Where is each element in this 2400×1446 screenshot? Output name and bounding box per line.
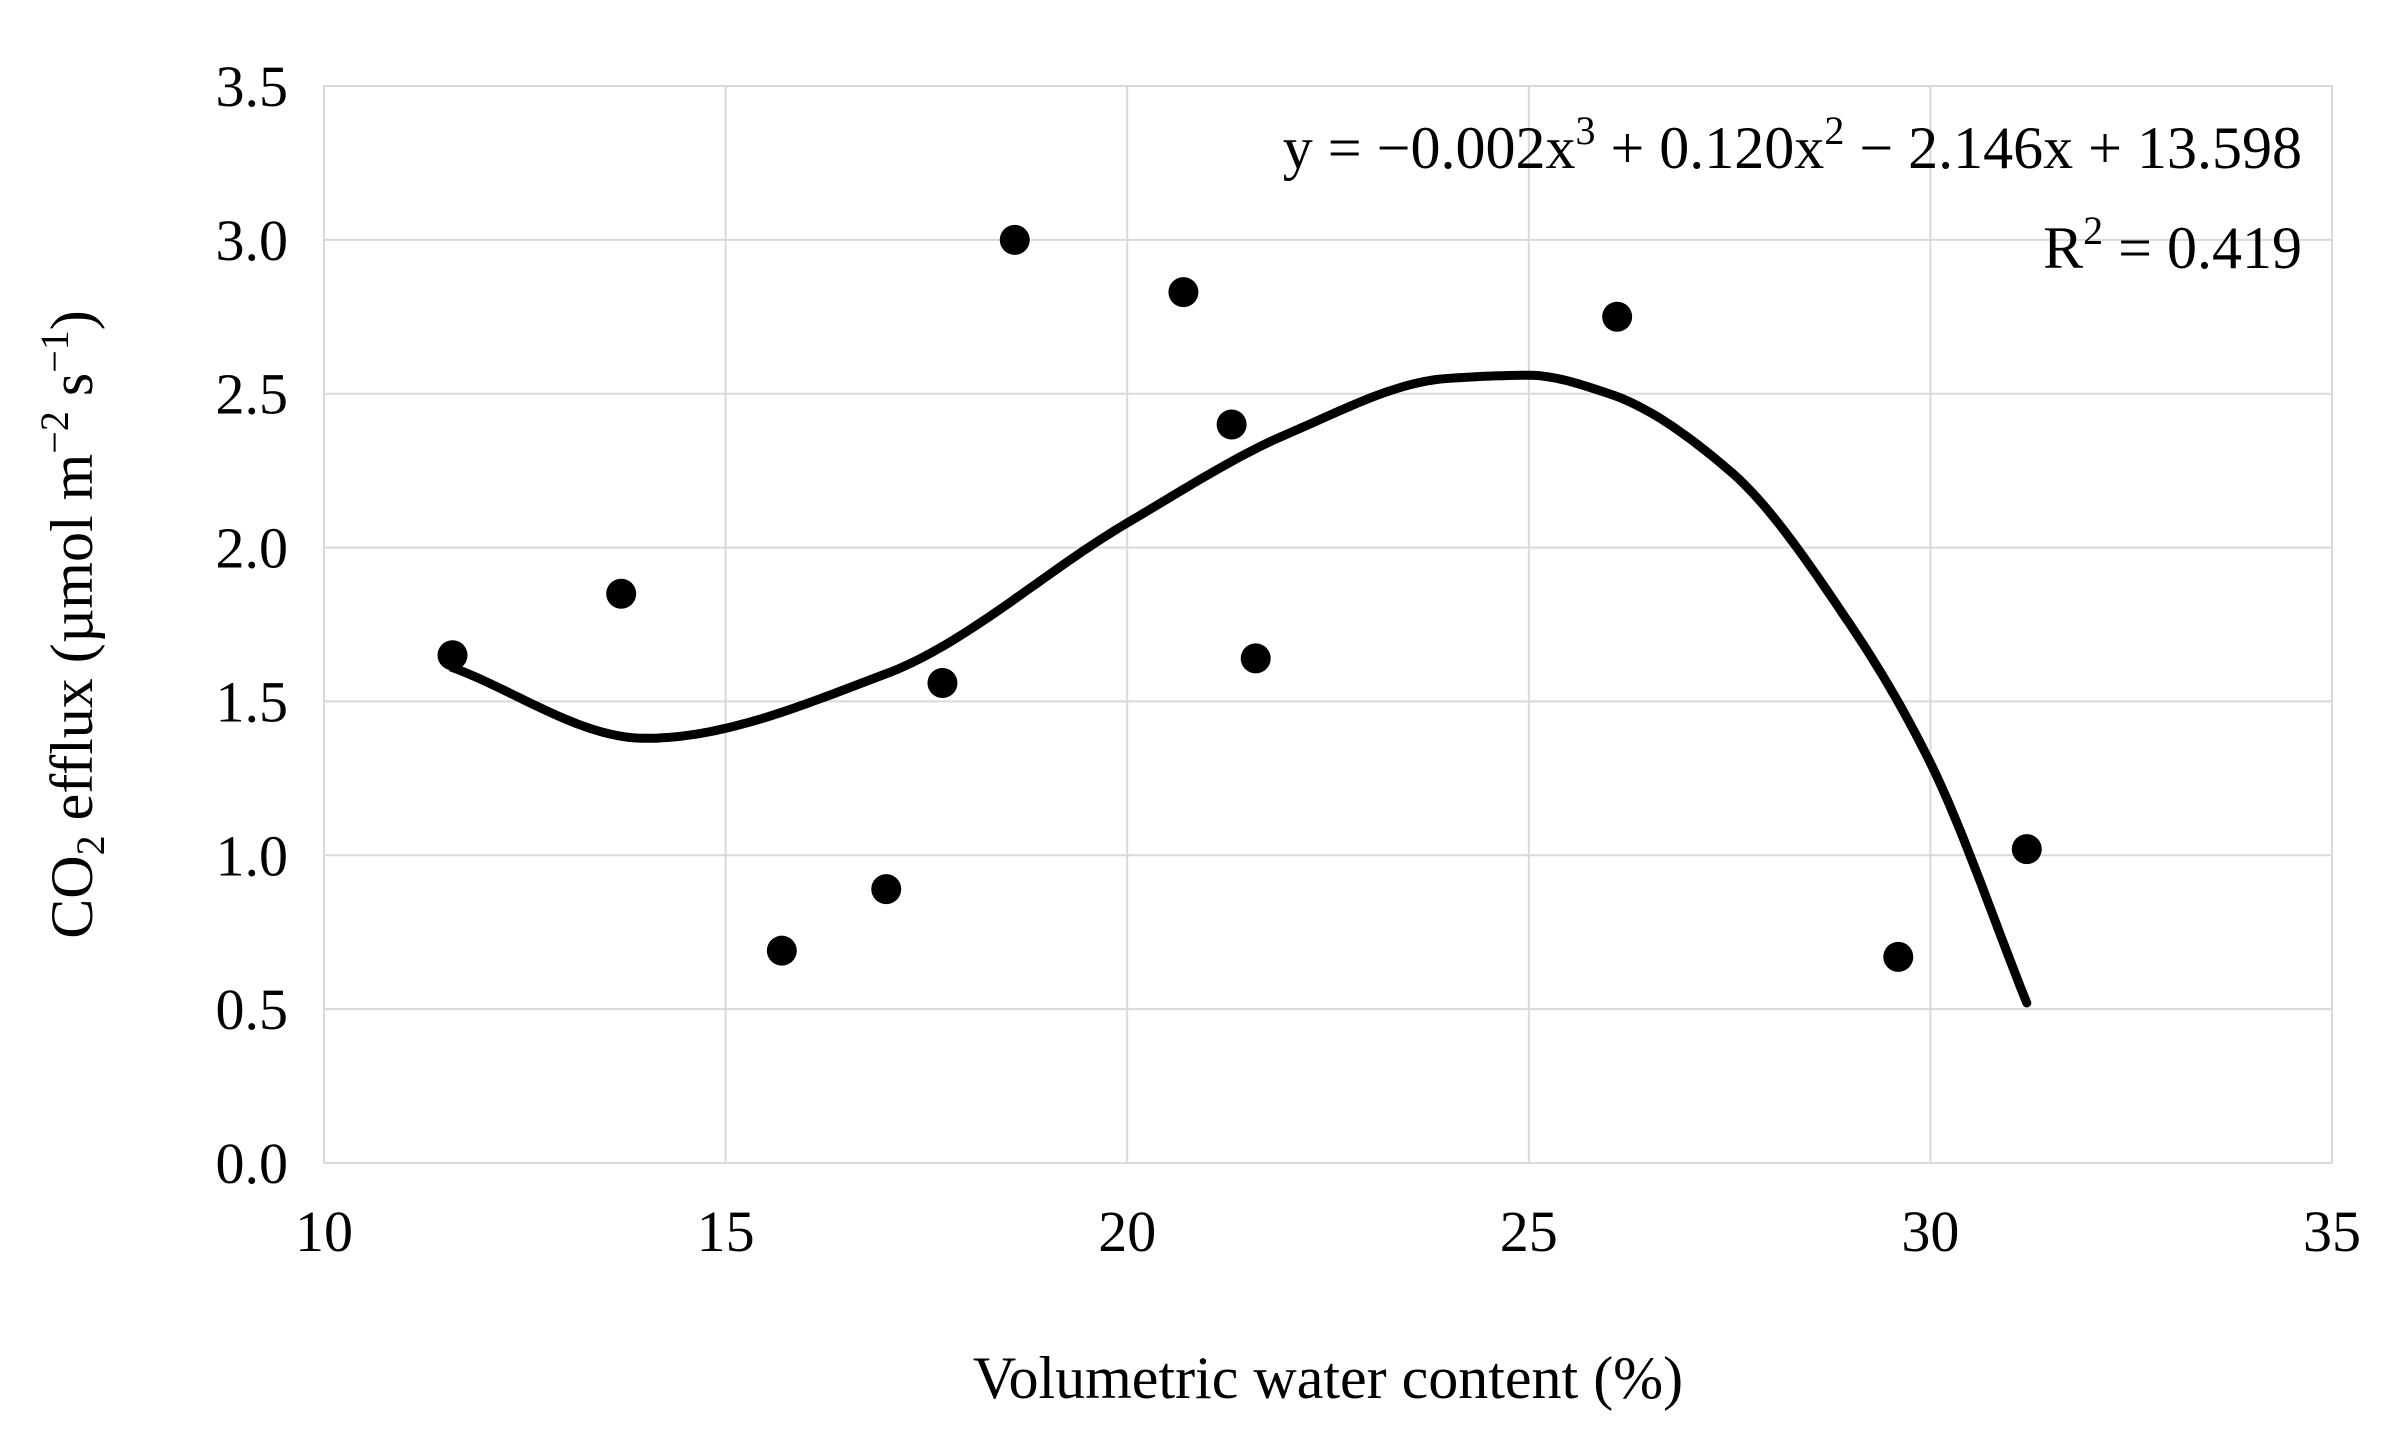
x-tick-label: 10 — [295, 1199, 353, 1264]
y-axis-title-mid-2: s — [39, 373, 105, 411]
y-tick-label: 3.0 — [216, 208, 289, 273]
data-point — [606, 578, 637, 609]
data-point — [871, 874, 902, 905]
plot-area-frame — [323, 85, 2333, 1164]
x-tick-label: 15 — [697, 1199, 755, 1264]
y-tick-label: 0.5 — [216, 977, 289, 1042]
data-point — [437, 640, 468, 671]
y-tick-label: 2.0 — [216, 516, 289, 581]
x-tick-label: 35 — [2303, 1199, 2361, 1264]
equation-part: − 2.146x + 13.598 — [1844, 115, 2302, 181]
data-point — [927, 667, 958, 698]
data-point — [766, 935, 797, 966]
data-point — [1216, 409, 1247, 440]
data-point — [1168, 277, 1199, 308]
equation-part: = 0.419 — [2103, 215, 2302, 281]
equation-part: y = −0.002x — [1283, 115, 1576, 181]
y-tick-label: 1.5 — [216, 669, 289, 734]
y-axis-title-superscript-1: −2 — [32, 411, 77, 454]
y-axis-title-mid: efflux (µmol m — [39, 454, 105, 836]
y-tick-label: 1.0 — [216, 823, 289, 888]
y-axis-title-suffix: ) — [39, 310, 105, 330]
x-axis-tick-labels: 10 15 20 25 30 35 — [295, 1199, 2361, 1264]
trendline-r-squared: R2 = 0.419 — [2043, 208, 2302, 281]
equation-superscript: 2 — [2083, 208, 2103, 253]
equation-superscript: 3 — [1575, 108, 1595, 153]
y-tick-label: 3.5 — [216, 54, 289, 119]
y-axis-tick-labels: 0.0 0.5 1.0 1.5 2.0 2.5 3.0 3.5 — [216, 54, 289, 1196]
trendline-equation: y = −0.002x3 + 0.120x2 − 2.146x + 13.598 — [1283, 108, 2302, 181]
data-points — [437, 224, 2042, 972]
equation-part: + 0.120x — [1595, 115, 1824, 181]
x-tick-label: 25 — [1500, 1199, 1558, 1264]
x-tick-label: 30 — [1901, 1199, 1959, 1264]
data-point — [2011, 834, 2042, 865]
x-tick-label: 20 — [1098, 1199, 1156, 1264]
equation-superscript: 2 — [1824, 108, 1844, 153]
data-point — [1240, 643, 1271, 674]
data-point — [1602, 301, 1633, 332]
x-axis-title: Volumetric water content (%) — [973, 1345, 1683, 1411]
y-axis-title: CO2 efflux (µmol m−2 s−1) — [32, 310, 113, 939]
data-point — [1883, 941, 1914, 972]
y-axis-title-subscript: 2 — [68, 835, 113, 855]
data-point — [999, 224, 1030, 255]
equation-part: R — [2043, 215, 2083, 281]
y-tick-label: 0.0 — [216, 1131, 289, 1196]
y-axis-title-superscript-2: −1 — [32, 330, 77, 373]
y-axis-title-prefix: CO — [39, 855, 105, 938]
trendline-polynomial — [448, 370, 2032, 1008]
y-tick-label: 2.5 — [216, 362, 289, 427]
